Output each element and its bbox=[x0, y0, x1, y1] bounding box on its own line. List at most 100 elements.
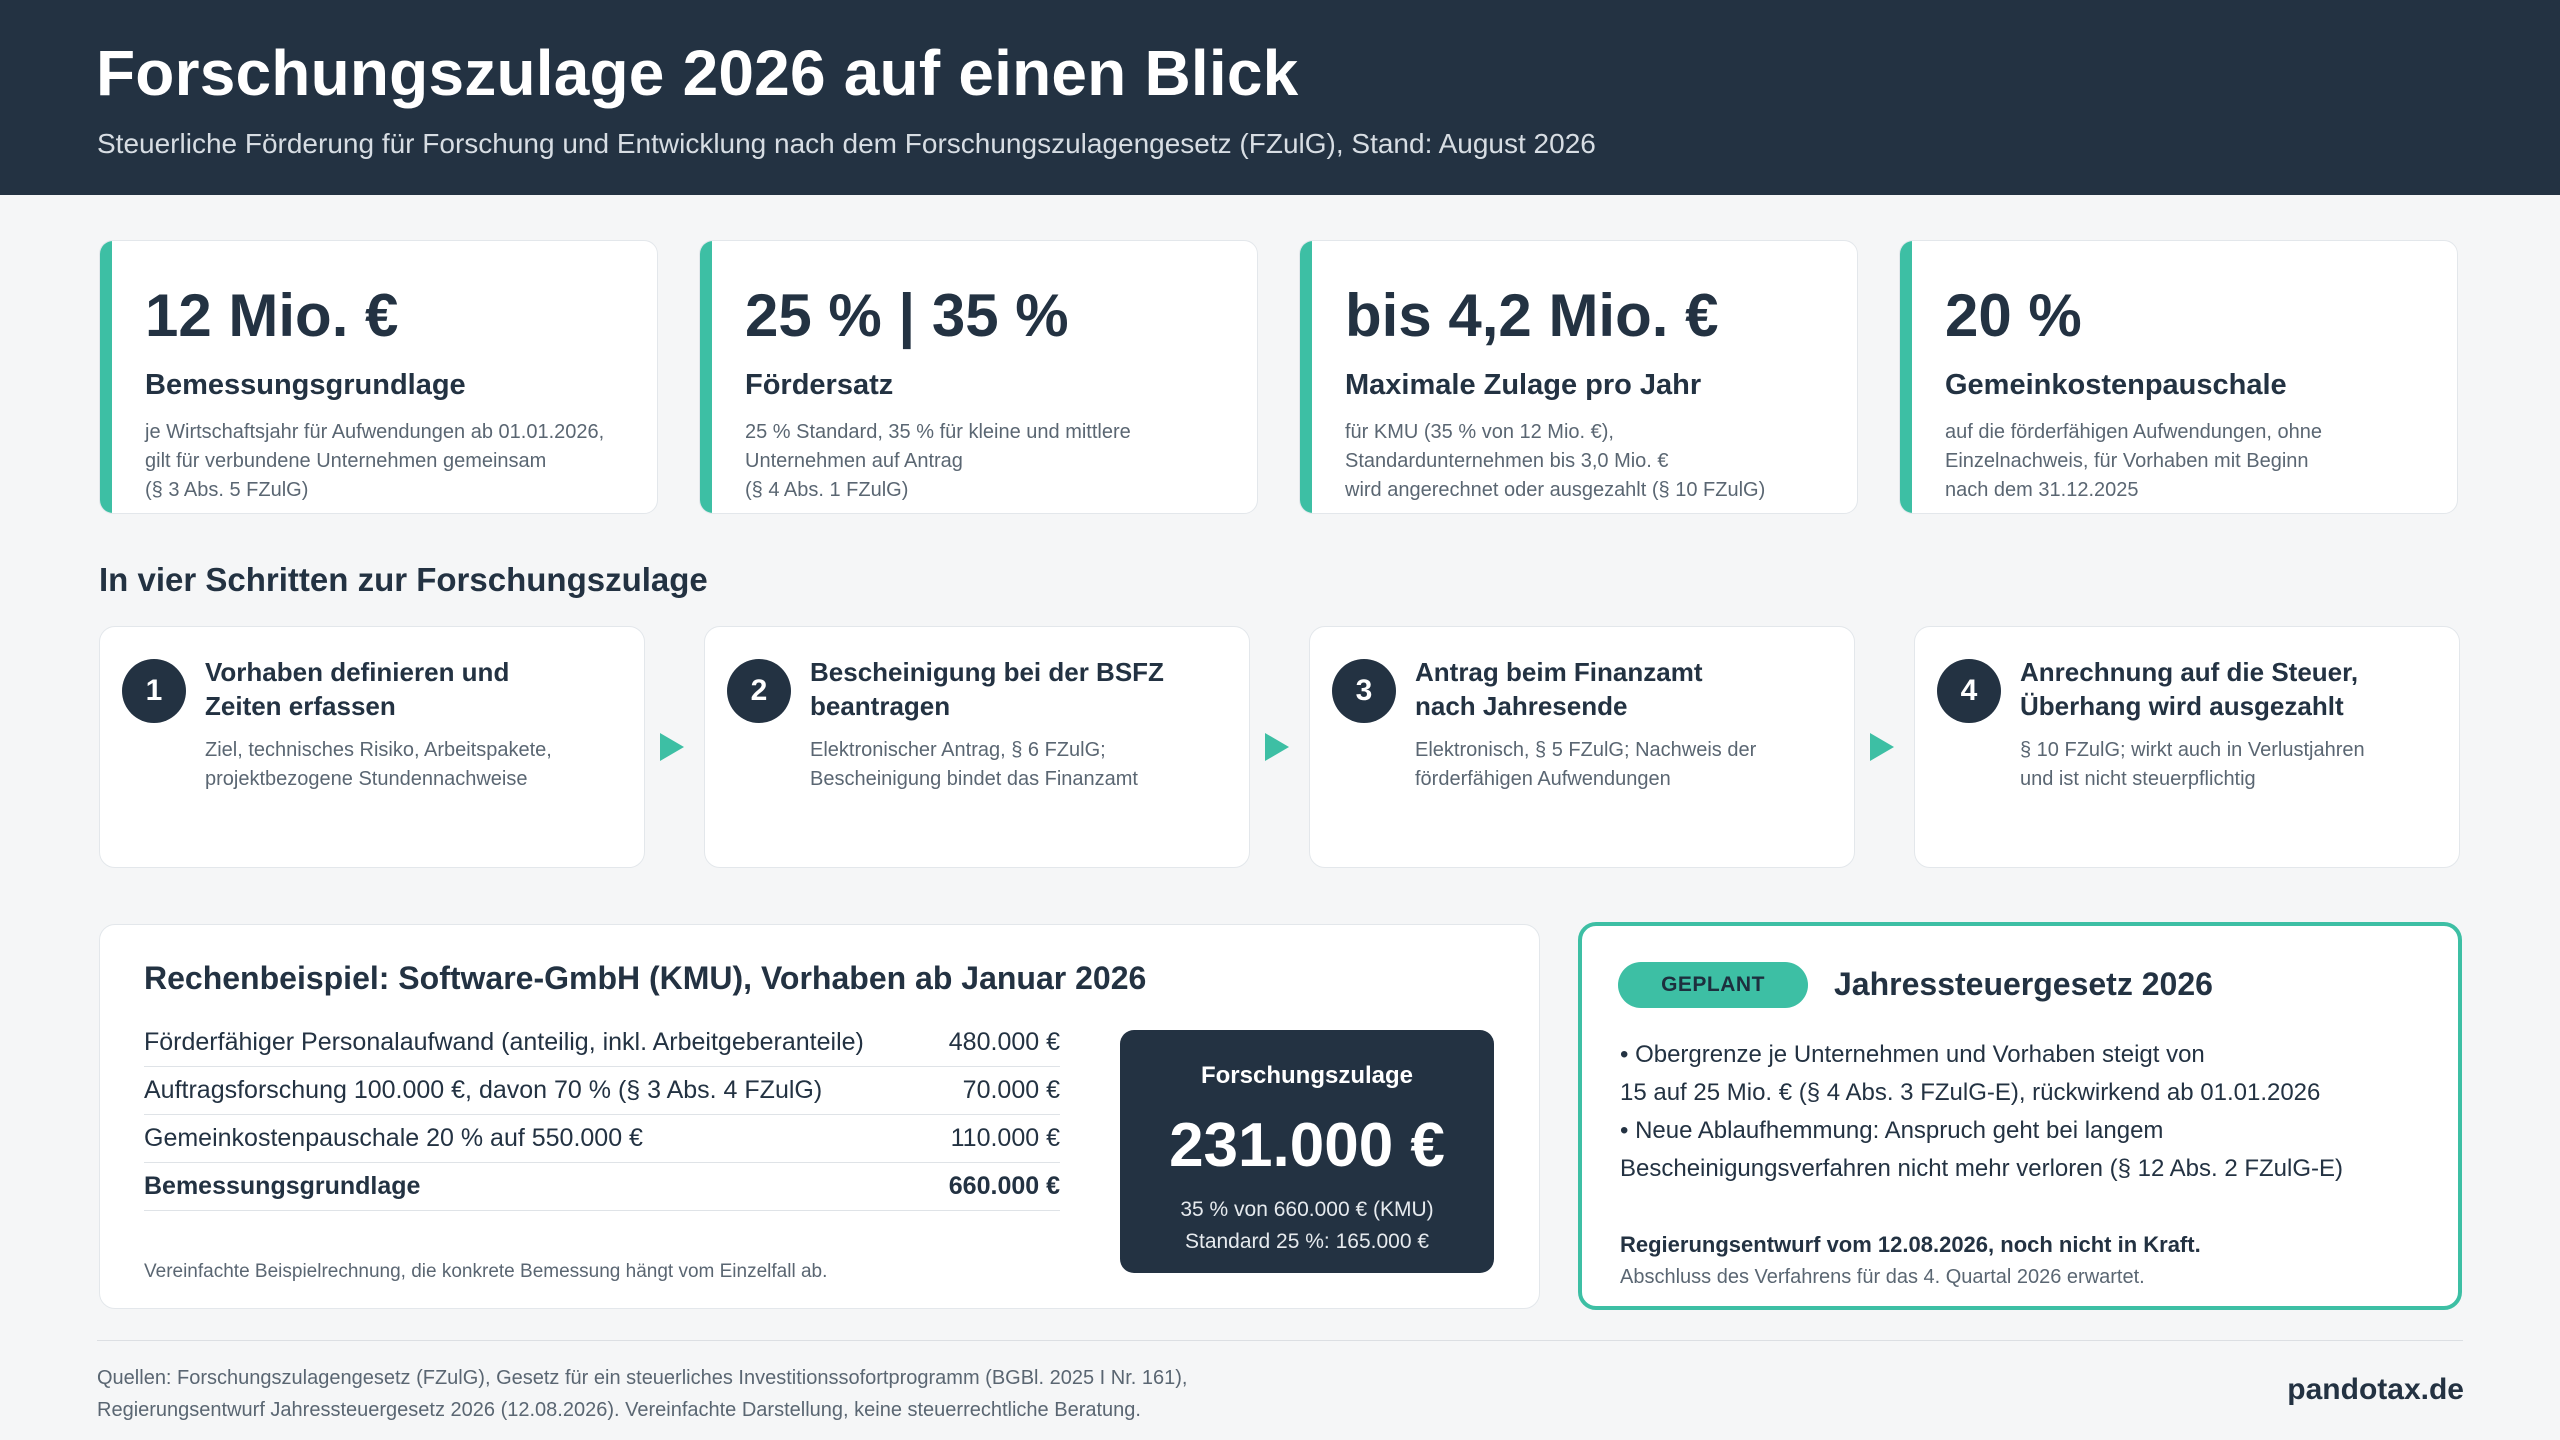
bullet-line: • Obergrenze je Unternehmen und Vorhaben… bbox=[1620, 1041, 2205, 1068]
kpi-accent-bar bbox=[1300, 241, 1312, 513]
planned-changes-panel: GEPLANT Jahressteuergesetz 2026 • Obergr… bbox=[1578, 922, 2462, 1310]
row-value: 660.000 € bbox=[948, 1172, 1060, 1200]
kpi-label: Maximale Zulage pro Jahr bbox=[1345, 369, 1702, 401]
table-row: Auftragsforschung 100.000 €, davon 70 % … bbox=[144, 1067, 1060, 1115]
planned-status: Regierungsentwurf vom 12.08.2026, noch n… bbox=[1620, 1232, 2201, 1257]
planned-bullets: • Obergrenze je Unternehmen und Vorhaben… bbox=[1620, 1036, 2343, 1188]
page-subtitle: Steuerliche Förderung für Forschung und … bbox=[97, 128, 1596, 159]
planned-note: Abschluss des Verfahrens für das 4. Quar… bbox=[1620, 1266, 2145, 1288]
step-title-line: Anrechnung auf die Steuer, bbox=[2020, 657, 2359, 687]
kpi-desc-line: je Wirtschaftsjahr für Aufwendungen ab 0… bbox=[145, 421, 605, 443]
kpi-desc-line: nach dem 31.12.2025 bbox=[1945, 479, 2139, 501]
brand-logo: pandotax.de bbox=[2287, 1373, 2464, 1406]
example-note: Vereinfachte Beispielrechnung, die konkr… bbox=[144, 1261, 828, 1282]
bullet-line: 15 auf 25 Mio. € (§ 4 Abs. 3 FZulG-E), r… bbox=[1620, 1079, 2321, 1106]
step-card-2: 2 Bescheinigung bei der BSFZ beantragen … bbox=[704, 626, 1250, 868]
step-number-badge: 3 bbox=[1332, 659, 1396, 723]
row-label: Gemeinkostenpauschale 20 % auf 550.000 € bbox=[144, 1124, 643, 1152]
arrow-right-icon bbox=[1870, 733, 1894, 761]
kpi-label: Fördersatz bbox=[745, 369, 894, 401]
step-number-badge: 4 bbox=[1937, 659, 2001, 723]
step-desc-line: förderfähigen Aufwendungen bbox=[1415, 768, 1671, 790]
row-value: 480.000 € bbox=[948, 1028, 1060, 1056]
kpi-label: Bemessungsgrundlage bbox=[145, 369, 466, 401]
table-row: Förderfähiger Personalaufwand (anteilig,… bbox=[144, 1019, 1060, 1067]
steps-section-title: In vier Schritten zur Forschungszulage bbox=[99, 561, 708, 598]
step-desc-line: Elektronischer Antrag, § 6 FZulG; bbox=[810, 739, 1106, 761]
kpi-value: 25 % | 35 % bbox=[745, 282, 1069, 349]
step-title: Anrechnung auf die Steuer, Überhang wird… bbox=[2020, 655, 2358, 723]
result-value: 231.000 € bbox=[1169, 1111, 1445, 1180]
result-label: Forschungszulage bbox=[1200, 1062, 1414, 1089]
kpi-accent-bar bbox=[700, 241, 712, 513]
result-box: Forschungszulage 231.000 € 35 % von 660.… bbox=[1120, 1030, 1494, 1273]
step-title-line: Zeiten erfassen bbox=[205, 691, 396, 721]
source-line: Regierungsentwurf Jahressteuergesetz 202… bbox=[97, 1399, 1141, 1421]
kpi-value: bis 4,2 Mio. € bbox=[1345, 282, 1719, 349]
step-title-line: nach Jahresende bbox=[1415, 691, 1628, 721]
kpi-desc-line: Einzelnachweis, für Vorhaben mit Beginn bbox=[1945, 450, 2309, 472]
result-detail-line: 35 % von 660.000 € (KMU) bbox=[1180, 1198, 1434, 1221]
kpi-description: auf die förderfähigen Aufwendungen, ohne… bbox=[1945, 418, 2425, 505]
step-description: Ziel, technisches Risiko, Arbeitspakete,… bbox=[205, 736, 552, 794]
step-title-line: Überhang wird ausgezahlt bbox=[2020, 691, 2344, 721]
kpi-accent-bar bbox=[100, 241, 112, 513]
kpi-desc-line: gilt für verbundene Unternehmen gemeinsa… bbox=[145, 450, 547, 472]
step-description: § 10 FZulG; wirkt auch in Verlustjahren … bbox=[2020, 736, 2365, 794]
step-description: Elektronisch, § 5 FZulG; Nachweis der fö… bbox=[1415, 736, 1756, 794]
step-desc-line: Elektronisch, § 5 FZulG; Nachweis der bbox=[1415, 739, 1757, 761]
page-header: Forschungszulage 2026 auf einen Blick St… bbox=[0, 0, 2560, 195]
table-row-total: Bemessungsgrundlage 660.000 € bbox=[144, 1163, 1060, 1211]
planned-title: Jahressteuergesetz 2026 bbox=[1834, 966, 2213, 1002]
source-line: Quellen: Forschungszulagengesetz (FZulG)… bbox=[97, 1367, 1188, 1389]
example-table: Förderfähiger Personalaufwand (anteilig,… bbox=[144, 1019, 1060, 1211]
kpi-card-maximale-zulage: bis 4,2 Mio. € Maximale Zulage pro Jahr … bbox=[1299, 240, 1858, 514]
row-label: Auftragsforschung 100.000 €, davon 70 % … bbox=[144, 1076, 823, 1104]
footer-sources: Quellen: Forschungszulagengesetz (FZulG)… bbox=[97, 1362, 1187, 1426]
kpi-desc-line: Standardunternehmen bis 3,0 Mio. € bbox=[1345, 450, 1669, 472]
kpi-card-bemessungsgrundlage: 12 Mio. € Bemessungsgrundlage je Wirtsch… bbox=[99, 240, 658, 514]
step-title-line: beantragen bbox=[810, 691, 951, 721]
step-title-line: Vorhaben definieren und bbox=[205, 657, 510, 687]
step-title: Bescheinigung bei der BSFZ beantragen bbox=[810, 655, 1164, 723]
kpi-desc-line: (§ 3 Abs. 5 FZulG) bbox=[145, 479, 309, 501]
step-title-line: Bescheinigung bei der BSFZ bbox=[810, 657, 1164, 687]
bullet-line: • Neue Ablaufhemmung: Anspruch geht bei … bbox=[1620, 1117, 2164, 1144]
kpi-description: für KMU (35 % von 12 Mio. €), Standardun… bbox=[1345, 418, 1825, 505]
status-badge: GEPLANT bbox=[1618, 962, 1808, 1008]
kpi-accent-bar bbox=[1900, 241, 1912, 513]
row-value: 70.000 € bbox=[962, 1076, 1060, 1104]
kpi-description: je Wirtschaftsjahr für Aufwendungen ab 0… bbox=[145, 418, 625, 505]
example-calculation-panel: Rechenbeispiel: Software-GmbH (KMU), Vor… bbox=[99, 924, 1540, 1309]
step-desc-line: und ist nicht steuerpflichtig bbox=[2020, 768, 2256, 790]
kpi-desc-line: (§ 4 Abs. 1 FZulG) bbox=[745, 479, 909, 501]
arrow-right-icon bbox=[1265, 733, 1289, 761]
kpi-card-foerdersatz: 25 % | 35 % Fördersatz 25 % Standard, 35… bbox=[699, 240, 1258, 514]
page-title: Forschungszulage 2026 auf einen Blick bbox=[96, 37, 1299, 109]
step-desc-line: Ziel, technisches Risiko, Arbeitspakete, bbox=[205, 739, 552, 761]
row-value: 110.000 € bbox=[950, 1124, 1060, 1152]
example-title: Rechenbeispiel: Software-GmbH (KMU), Vor… bbox=[144, 960, 1147, 996]
kpi-desc-line: wird angerechnet oder ausgezahlt (§ 10 F… bbox=[1345, 479, 1766, 501]
footer-divider bbox=[97, 1340, 2463, 1341]
step-title: Antrag beim Finanzamt nach Jahresende bbox=[1415, 655, 1702, 723]
row-label: Förderfähiger Personalaufwand (anteilig,… bbox=[144, 1028, 864, 1056]
kpi-desc-line: für KMU (35 % von 12 Mio. €), bbox=[1345, 421, 1614, 443]
arrow-right-icon bbox=[660, 733, 684, 761]
kpi-value: 12 Mio. € bbox=[145, 282, 399, 349]
kpi-value: 20 % bbox=[1945, 282, 2082, 349]
step-desc-line: § 10 FZulG; wirkt auch in Verlustjahren bbox=[2020, 739, 2365, 761]
step-number-badge: 2 bbox=[727, 659, 791, 723]
step-desc-line: projektbezogene Stundennachweise bbox=[205, 768, 528, 790]
result-detail-line: Standard 25 %: 165.000 € bbox=[1184, 1230, 1430, 1253]
bullet-line: Bescheinigungsverfahren nicht mehr verlo… bbox=[1620, 1155, 2344, 1182]
kpi-desc-line: Unternehmen auf Antrag bbox=[745, 450, 963, 472]
step-title: Vorhaben definieren und Zeiten erfassen bbox=[205, 655, 509, 723]
step-card-4: 4 Anrechnung auf die Steuer, Überhang wi… bbox=[1914, 626, 2460, 868]
step-card-3: 3 Antrag beim Finanzamt nach Jahresende … bbox=[1309, 626, 1855, 868]
step-number-badge: 1 bbox=[122, 659, 186, 723]
kpi-description: 25 % Standard, 35 % für kleine und mittl… bbox=[745, 418, 1225, 505]
step-card-1: 1 Vorhaben definieren und Zeiten erfasse… bbox=[99, 626, 645, 868]
kpi-label: Gemeinkostenpauschale bbox=[1945, 369, 2287, 401]
kpi-card-gemeinkostenpauschale: 20 % Gemeinkostenpauschale auf die förde… bbox=[1899, 240, 2458, 514]
